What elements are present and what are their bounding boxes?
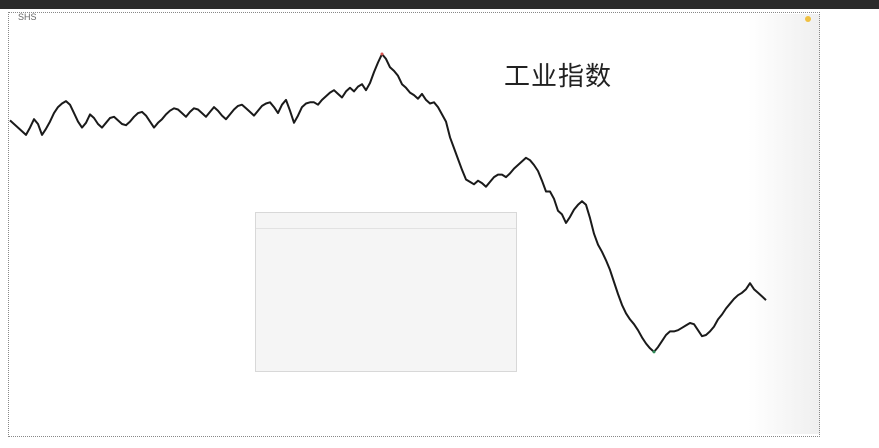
info-panel-title (256, 213, 516, 229)
chart-title-text: 工业指数 (504, 61, 613, 91)
series-line (9, 53, 767, 353)
max-point-marker (380, 52, 384, 56)
price-series (9, 52, 767, 354)
header-left: SHS (18, 12, 37, 22)
chart-title: 工业指数 (504, 56, 618, 93)
status-dot-icon (805, 15, 811, 22)
header-right (802, 13, 811, 23)
price-axis-shade (748, 14, 820, 434)
symbol-label: SHS (18, 12, 37, 22)
min-point-marker (652, 350, 656, 354)
quote-info-panel (255, 212, 517, 372)
